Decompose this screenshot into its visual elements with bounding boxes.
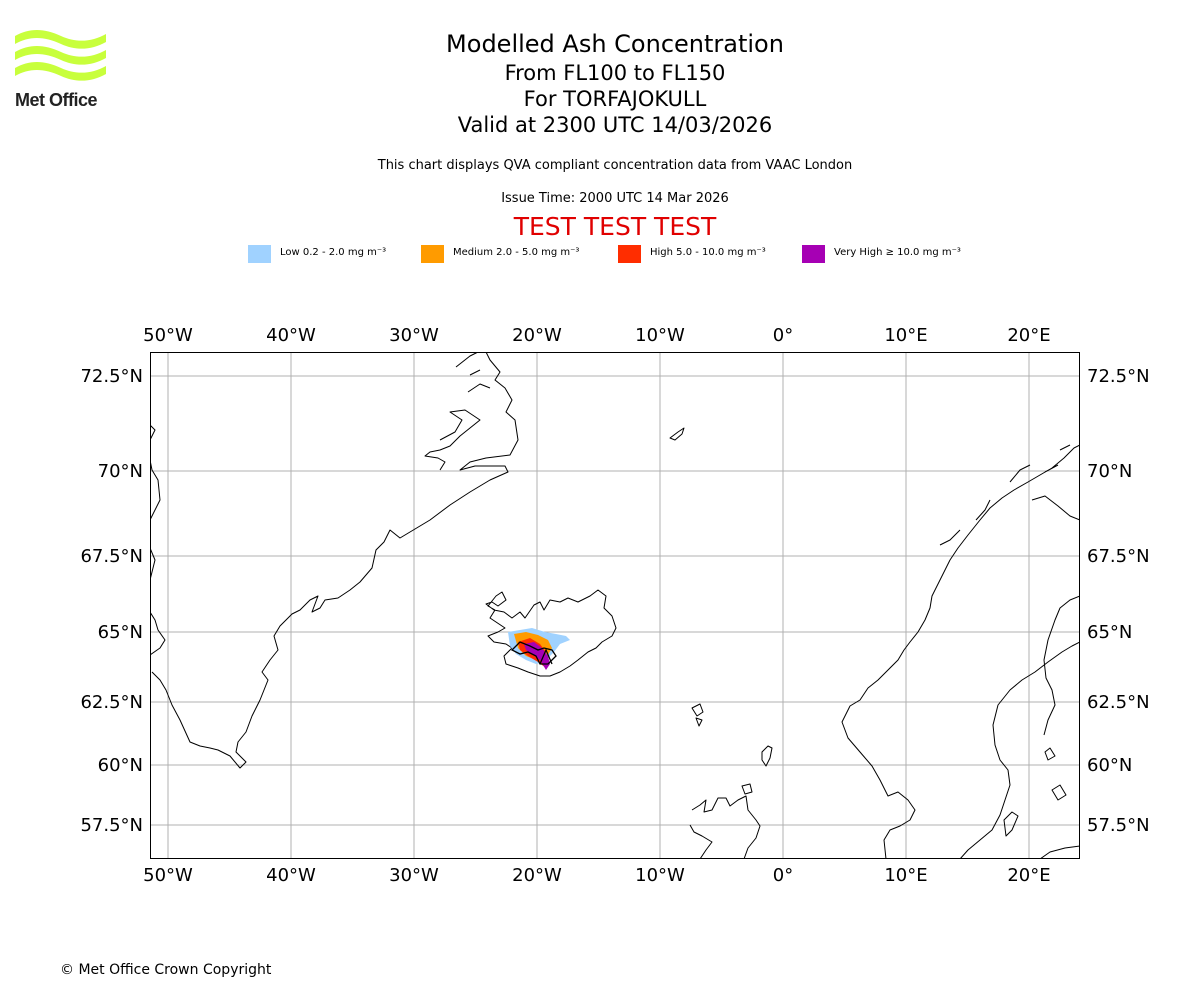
- legend-label-very-high: Very High ≥ 10.0 mg m⁻³: [834, 247, 961, 258]
- lat-tick-label: 57.5°N: [80, 815, 143, 836]
- met-office-logo-text: Met Office: [15, 90, 98, 110]
- copyright-notice: © Met Office Crown Copyright: [60, 962, 272, 978]
- valid-time: Valid at 2300 UTC 14/03/2026: [457, 113, 773, 137]
- lon-tick-label: 40°W: [266, 865, 316, 886]
- met-office-wave-icon: [15, 30, 106, 81]
- coastline-norway: [841, 444, 1080, 859]
- lon-tick-label: 30°W: [389, 865, 439, 886]
- lat-tick-labels-right: 72.5°N 70°N 67.5°N 65°N 62.5°N 60°N 57.5…: [1087, 366, 1150, 836]
- lat-tick-label: 70°N: [1087, 461, 1132, 482]
- coastline-greenland: [150, 352, 519, 769]
- lat-tick-label: 65°N: [1087, 622, 1132, 643]
- lat-tick-label: 62.5°N: [1087, 692, 1150, 713]
- lon-tick-label: 20°W: [512, 325, 562, 346]
- lon-tick-label: 20°E: [1007, 865, 1050, 886]
- ash-region-very-high: [524, 642, 550, 670]
- legend-label-low: Low 0.2 - 2.0 mg m⁻³: [280, 247, 387, 258]
- lon-tick-labels-bottom: 50°W 40°W 30°W 20°W 10°W 0° 10°E 20°E: [143, 865, 1050, 886]
- legend-swatch-low: [248, 245, 271, 263]
- lon-tick-label: 50°W: [143, 325, 193, 346]
- lon-tick-label: 10°E: [884, 865, 927, 886]
- legend-swatch-medium: [421, 245, 444, 263]
- ash-plume: [508, 628, 570, 670]
- coastlines: [150, 352, 1080, 859]
- legend-label-high: High 5.0 - 10.0 mg m⁻³: [650, 247, 766, 258]
- lat-tick-label: 65°N: [98, 622, 143, 643]
- title-block: Modelled Ash Concentration From FL100 to…: [315, 28, 915, 138]
- test-banner: TEST TEST TEST: [513, 212, 717, 241]
- lat-tick-label: 67.5°N: [1087, 546, 1150, 567]
- map-frame-content: [150, 352, 1080, 859]
- lat-tick-label: 72.5°N: [80, 366, 143, 387]
- flight-level-range: From FL100 to FL150: [504, 61, 726, 85]
- lon-tick-label: 0°: [773, 325, 793, 346]
- lat-tick-label: 60°N: [98, 755, 143, 776]
- lon-tick-label: 10°E: [884, 325, 927, 346]
- lon-tick-label: 40°W: [266, 325, 316, 346]
- coastline-gotland: [1003, 811, 1019, 837]
- lat-tick-label: 60°N: [1087, 755, 1132, 776]
- legend-swatch-very-high: [802, 245, 825, 263]
- coastline-faroes: [691, 703, 704, 727]
- volcano-marker: [539, 648, 553, 665]
- coastline-sweden: [959, 495, 1080, 859]
- lat-tick-label: 70°N: [98, 461, 143, 482]
- lat-tick-labels-left: 72.5°N 70°N 67.5°N 65°N 62.5°N 60°N 57.5…: [80, 366, 143, 836]
- legend-swatch-high: [618, 245, 641, 263]
- coastline-jan-mayen: [669, 427, 685, 441]
- coastline-shetland: [761, 745, 773, 767]
- coastline-finland: [1039, 595, 1080, 859]
- coastline-scotland: [689, 795, 761, 859]
- lon-tick-labels-top: 50°W 40°W 30°W 20°W 10°W 0° 10°E 20°E: [143, 325, 1050, 346]
- met-office-logo: Met Office: [14, 30, 109, 112]
- lon-tick-label: 20°E: [1007, 325, 1050, 346]
- lon-tick-label: 0°: [773, 865, 793, 886]
- lat-tick-label: 62.5°N: [80, 692, 143, 713]
- coastline-aland: [1044, 747, 1067, 801]
- volcano-name: For TORFAJOKULL: [523, 87, 707, 111]
- lon-tick-label: 30°W: [389, 325, 439, 346]
- lon-tick-label: 20°W: [512, 865, 562, 886]
- map-frame: [150, 352, 1080, 859]
- lat-tick-label: 67.5°N: [80, 546, 143, 567]
- coastline-orkney: [741, 783, 753, 795]
- lat-tick-label: 72.5°N: [1087, 366, 1150, 387]
- lat-tick-label: 57.5°N: [1087, 815, 1150, 836]
- chart-title: Modelled Ash Concentration: [446, 30, 784, 58]
- issue-time: Issue Time: 2000 UTC 14 Mar 2026: [501, 191, 729, 206]
- vaa-boundary: [510, 641, 557, 665]
- chart-subtitle: This chart displays QVA compliant concen…: [377, 158, 853, 173]
- gridlines: [150, 352, 1080, 859]
- lon-tick-label: 10°W: [635, 865, 685, 886]
- legend-label-medium: Medium 2.0 - 5.0 mg m⁻³: [453, 247, 580, 258]
- lon-tick-label: 10°W: [635, 325, 685, 346]
- lon-tick-label: 50°W: [143, 865, 193, 886]
- coastline-iceland: [485, 589, 617, 677]
